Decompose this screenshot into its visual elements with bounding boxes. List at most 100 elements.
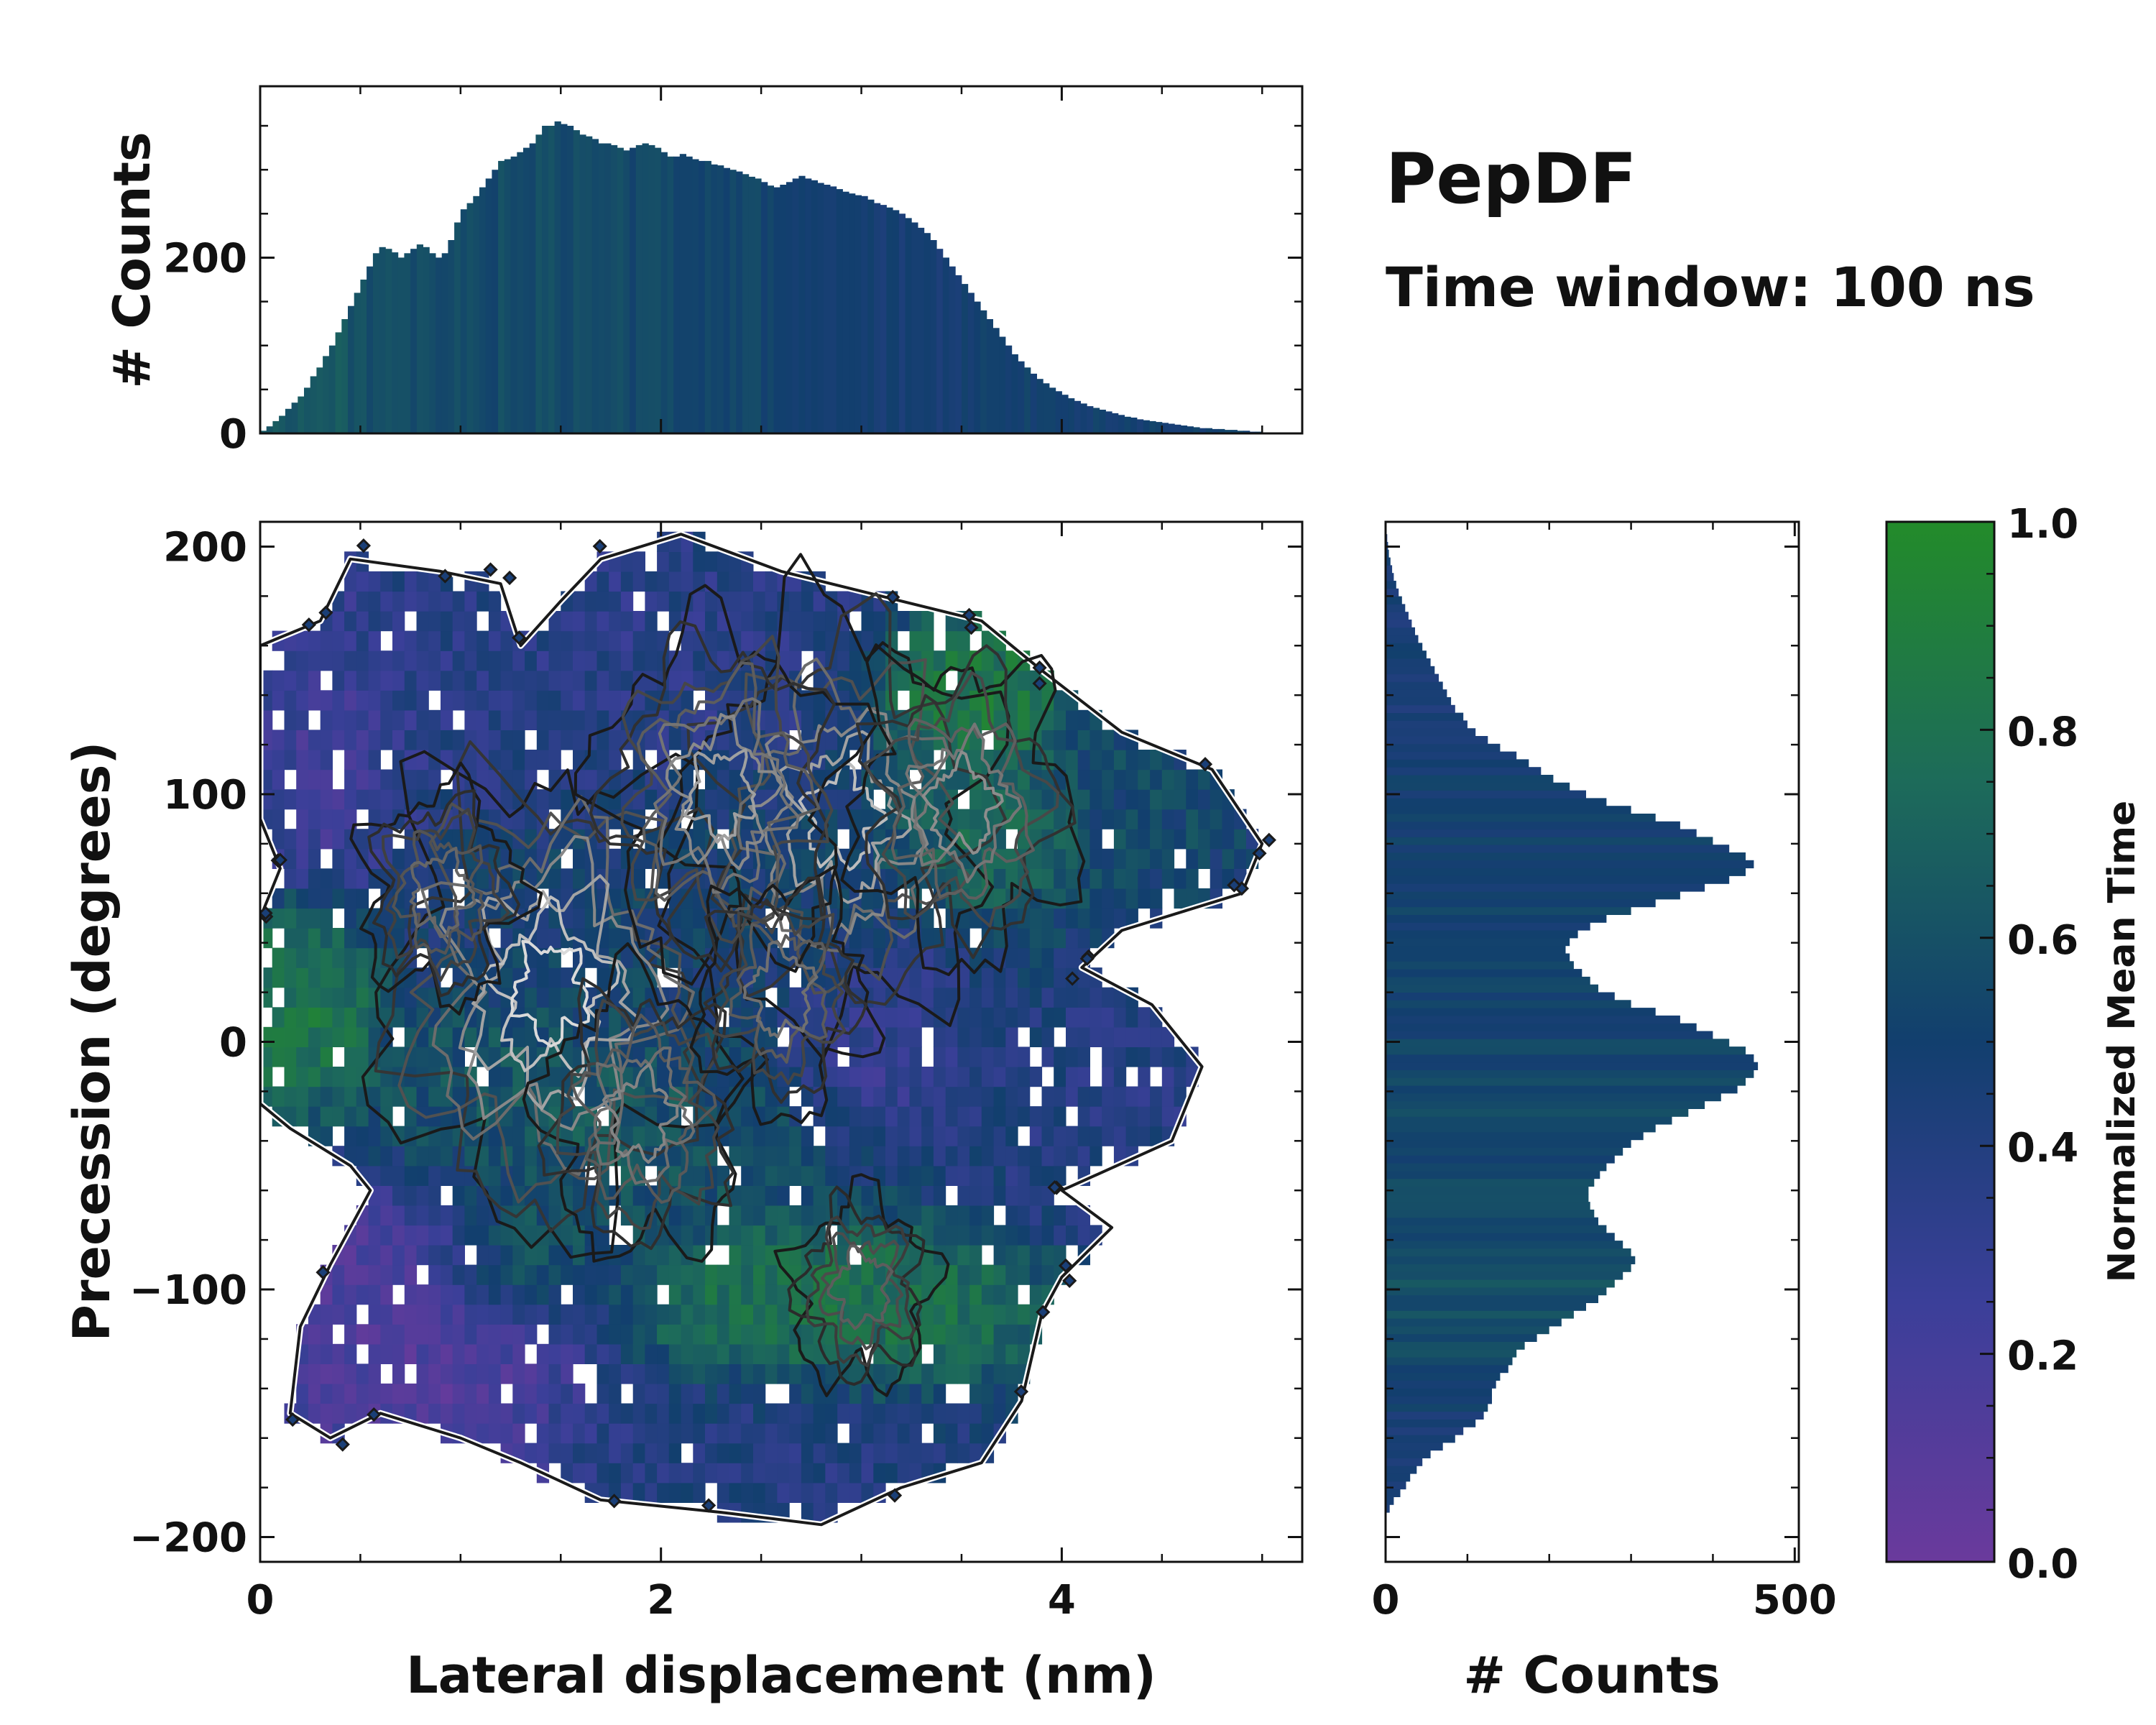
- heatmap-cell: [392, 1245, 405, 1266]
- heatmap-cell: [1054, 928, 1067, 949]
- heatmap-cell: [441, 650, 453, 671]
- heatmap-cell: [332, 1026, 345, 1047]
- heatmap-cell: [729, 1304, 742, 1325]
- right-hist-bar: [1386, 1225, 1607, 1233]
- x-tick-label: 4: [1048, 1577, 1076, 1624]
- heatmap-cell: [1077, 1146, 1090, 1167]
- heatmap-cell: [1198, 848, 1211, 869]
- heatmap-cell: [296, 650, 309, 671]
- heatmap-cell: [693, 1423, 706, 1444]
- heatmap-cell: [753, 1363, 766, 1384]
- heatmap-cell: [344, 1363, 357, 1384]
- top-hist-bar: [485, 178, 492, 433]
- heatmap-cell: [693, 829, 706, 850]
- heatmap-cell: [693, 1264, 706, 1285]
- heatmap-cell: [1089, 1146, 1102, 1167]
- heatmap-cell: [753, 967, 766, 988]
- heatmap-cell: [945, 1443, 958, 1463]
- heatmap-cell: [921, 1165, 934, 1186]
- heatmap-cell: [536, 1185, 550, 1206]
- heatmap-cell: [1150, 769, 1163, 790]
- heatmap-cell: [645, 630, 658, 651]
- heatmap-cell: [380, 789, 393, 810]
- heatmap-cell: [356, 1106, 369, 1127]
- heatmap-cell: [356, 1264, 369, 1285]
- heatmap-cell: [753, 1463, 766, 1484]
- heatmap-cell: [380, 908, 393, 929]
- heatmap-cell: [1161, 809, 1175, 829]
- heatmap-cell: [548, 1185, 561, 1206]
- right-hist-bar: [1386, 1364, 1508, 1374]
- contour-islet: [438, 569, 453, 584]
- heatmap-cell: [885, 1146, 898, 1167]
- heatmap-cell: [464, 750, 477, 770]
- heatmap-cell: [561, 630, 573, 651]
- heatmap-cell: [645, 1304, 658, 1325]
- heatmap-cell: [452, 670, 465, 691]
- heatmap-cell: [789, 1403, 802, 1424]
- heatmap-cell: [681, 908, 694, 929]
- top-hist-bar: [517, 152, 524, 433]
- heatmap-cell: [861, 947, 874, 968]
- heatmap-cell: [668, 730, 682, 750]
- heatmap-cell: [705, 1363, 718, 1384]
- heatmap-cell: [777, 1343, 790, 1364]
- top-hist-bar: [980, 310, 987, 433]
- top-hist-bar: [1161, 423, 1169, 433]
- heatmap-cell: [681, 1264, 694, 1285]
- heatmap-cell: [1077, 1106, 1090, 1127]
- heatmap-cell: [705, 1463, 718, 1484]
- heatmap-cell: [356, 1026, 369, 1047]
- heatmap-cell: [813, 1165, 826, 1186]
- right-hist-bar: [1386, 860, 1754, 869]
- heatmap-cell: [1089, 848, 1102, 869]
- heatmap-cell: [981, 650, 995, 671]
- heatmap-cell: [561, 868, 573, 889]
- heatmap-cell: [320, 1086, 333, 1107]
- heatmap-cell: [668, 1383, 682, 1404]
- top-hist-bar: [279, 415, 286, 433]
- heatmap-cell: [416, 1185, 429, 1206]
- heatmap-cell: [332, 967, 345, 988]
- heatmap-cell: [380, 1343, 393, 1364]
- heatmap-cell: [548, 1383, 561, 1404]
- heatmap-cell: [801, 730, 814, 750]
- heatmap-cell: [1018, 690, 1031, 711]
- heatmap-cell: [729, 571, 742, 592]
- heatmap-cell: [957, 1423, 970, 1444]
- heatmap-cell: [368, 1383, 381, 1404]
- heatmap-cell: [1018, 1264, 1031, 1285]
- heatmap-cell: [392, 571, 405, 592]
- heatmap-cell: [1005, 1363, 1018, 1384]
- heatmap-cell: [404, 1146, 418, 1167]
- heatmap-cell: [693, 928, 706, 949]
- heatmap-cell: [825, 1423, 838, 1444]
- heatmap-cell: [428, 1185, 441, 1206]
- top-hist-bar: [617, 147, 624, 433]
- heatmap-cell: [380, 769, 393, 790]
- heatmap-cell: [921, 1146, 934, 1167]
- right-hist-bar: [1386, 751, 1517, 760]
- heatmap-cell: [344, 1264, 357, 1285]
- heatmap-cell: [332, 1007, 345, 1028]
- heatmap-cell: [404, 591, 418, 612]
- top-hist-bar: [1124, 416, 1131, 433]
- heatmap-cell: [897, 611, 910, 632]
- heatmap-cell: [620, 571, 634, 592]
- heatmap-cell: [1089, 730, 1102, 750]
- heatmap-cell: [945, 1284, 958, 1305]
- heatmap-cell: [849, 1146, 862, 1167]
- heatmap-cell: [512, 1324, 525, 1345]
- top-hist-bar: [967, 293, 975, 433]
- heatmap-cell: [296, 1026, 309, 1047]
- right-hist-bar: [1386, 1489, 1401, 1497]
- heatmap-cell: [596, 611, 609, 632]
- heatmap-cell: [584, 630, 597, 651]
- heatmap-cell: [801, 1502, 814, 1523]
- heatmap-cell: [1174, 789, 1187, 810]
- right-hist-bar: [1386, 1100, 1705, 1109]
- right-hist-bar: [1386, 1039, 1730, 1047]
- heatmap-cell: [1041, 1205, 1054, 1226]
- heatmap-cell: [452, 1264, 465, 1285]
- heatmap-cell: [609, 888, 622, 909]
